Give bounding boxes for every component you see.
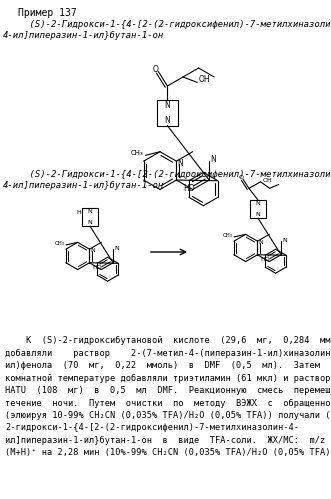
Text: 4-ил]пиперазин-1-ил}бутан-1-он: 4-ил]пиперазин-1-ил}бутан-1-он <box>3 31 164 40</box>
Text: N: N <box>256 212 260 217</box>
Text: N: N <box>90 248 95 252</box>
Text: N: N <box>114 246 119 250</box>
Text: N: N <box>177 159 183 168</box>
Text: CH₃: CH₃ <box>131 150 144 156</box>
Text: (M+H)⁺ на 2,28 мин (10%-99% CH₂CN (0,035% TFA)/H₂O (0,05% TFA)).: (M+H)⁺ на 2,28 мин (10%-99% CH₂CN (0,035… <box>5 449 331 458</box>
Text: CH₃: CH₃ <box>223 234 233 239</box>
Text: HO: HO <box>92 265 102 270</box>
Text: N: N <box>259 240 263 245</box>
Text: HO: HO <box>260 257 270 262</box>
Text: N: N <box>282 238 287 243</box>
Text: OH: OH <box>262 178 272 183</box>
Text: H: H <box>76 210 81 215</box>
Text: N: N <box>88 209 92 214</box>
Text: добавляли    раствор    2-(7-метил-4-(пиперазин-1-ил)хиназолин-2-: добавляли раствор 2-(7-метил-4-(пиперази… <box>5 348 331 358</box>
Text: ил]пиперазин-1-ил}бутан-1-он  в  виде  TFA-соли.  ЖХ/МС:  m/z  407,3: ил]пиперазин-1-ил}бутан-1-он в виде TFA-… <box>5 436 331 445</box>
Text: O: O <box>239 175 244 180</box>
Text: (S)-2-Гидрокси-1-{4-[2-(2-гидроксифенил)-7-метилхиназолин-: (S)-2-Гидрокси-1-{4-[2-(2-гидроксифенил)… <box>8 170 331 179</box>
Text: HO: HO <box>183 184 195 193</box>
Text: 4-ил]пиперазин-1-ил}бутан-1-он: 4-ил]пиперазин-1-ил}бутан-1-он <box>3 181 164 190</box>
Text: CH₃: CH₃ <box>55 242 65 247</box>
Text: (элюируя 10-99% CH₂CN (0,035% TFA)/H₂O (0,05% TFA)) получали (S)-: (элюируя 10-99% CH₂CN (0,035% TFA)/H₂O (… <box>5 411 331 420</box>
Text: N: N <box>88 220 92 225</box>
Text: N: N <box>165 116 170 125</box>
Text: (S)-2-Гидрокси-1-{4-[2-(2-гидроксифенил)-7-метилхиназолин-: (S)-2-Гидрокси-1-{4-[2-(2-гидроксифенил)… <box>8 20 331 29</box>
Text: Пример 137: Пример 137 <box>18 8 77 18</box>
Text: комнатной температуре добавляли триэтиламин (61 мкл) и раствор: комнатной температуре добавляли триэтила… <box>5 373 330 383</box>
Text: N: N <box>165 101 170 110</box>
Text: ил)фенола  (70  мг,  0,22  ммоль)  в  DMF  (0,5  мл).  Затем  при: ил)фенола (70 мг, 0,22 ммоль) в DMF (0,5… <box>5 361 331 370</box>
Text: 2-гидрокси-1-{4-[2-(2-гидроксифенил)-7-метилхиназолин-4-: 2-гидрокси-1-{4-[2-(2-гидроксифенил)-7-м… <box>5 424 299 433</box>
Text: течение  ночи.  Путем  очистки  по  методу  ВЭЖХ  с  обращенной  фазой: течение ночи. Путем очистки по методу ВЭ… <box>5 399 331 408</box>
Text: N: N <box>256 201 260 206</box>
Text: OH: OH <box>198 75 210 84</box>
Text: N: N <box>210 155 216 164</box>
Text: O: O <box>153 64 158 73</box>
Text: К  (S)-2-гидроксибутановой  кислоте  (29,6  мг,  0,284  ммоль): К (S)-2-гидроксибутановой кислоте (29,6 … <box>5 336 331 345</box>
Text: HATU  (108  мг)  в  0,5  мл  DMF.  Реакционную  смесь  перемешивали  в: HATU (108 мг) в 0,5 мл DMF. Реакционную … <box>5 386 331 395</box>
